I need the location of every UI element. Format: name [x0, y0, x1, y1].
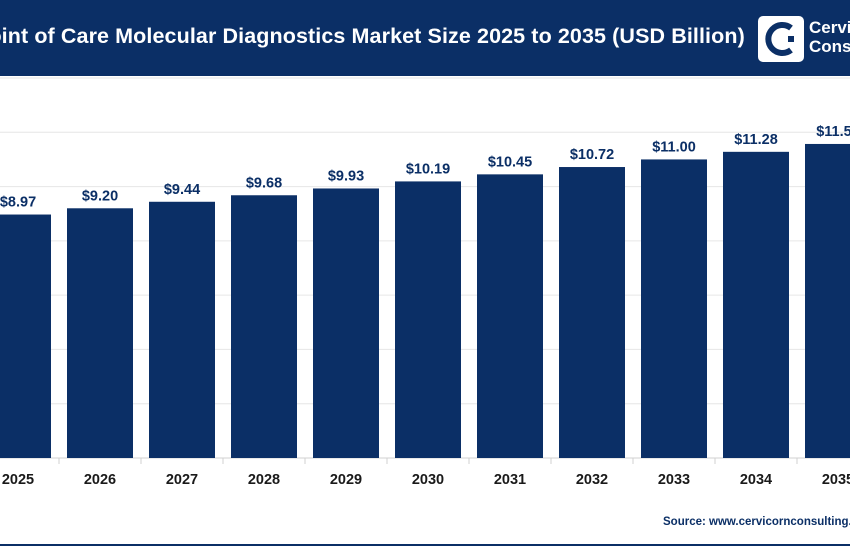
- bar-2032: [559, 167, 625, 458]
- bar-2027: [149, 201, 215, 458]
- data-label-2027: $9.44: [164, 182, 200, 198]
- data-label-2033: $11.00: [652, 139, 696, 155]
- data-label-2028: $9.68: [246, 175, 282, 191]
- logo-line-1: Cervicorn: [809, 18, 850, 37]
- bar-2035: [805, 143, 850, 458]
- x-tick-label-2031: 2031: [494, 472, 526, 488]
- data-label-2035: $11.57: [816, 124, 850, 140]
- company-logo-text: Cervicorn Consulting: [809, 18, 850, 56]
- data-label-2026: $9.20: [82, 188, 118, 204]
- bottom-rule: [0, 544, 850, 546]
- data-label-2025: $8.97: [0, 195, 36, 211]
- data-label-2031: $10.45: [488, 154, 532, 170]
- bar-2030: [395, 181, 461, 458]
- data-label-2029: $9.93: [328, 168, 364, 184]
- bars: [0, 143, 850, 458]
- x-tick-label-2030: 2030: [412, 472, 444, 488]
- data-label-2034: $11.28: [734, 132, 778, 148]
- x-tick-label-2032: 2032: [576, 472, 608, 488]
- bar-chart: $8.97 $9.20 $9.44 $9.68 $9.93 $10.19 $10.45 $10…: [0, 77, 850, 488]
- x-tick-label-2034: 2034: [740, 472, 772, 488]
- x-tick-label-2025: 2025: [2, 472, 34, 488]
- x-tick-labels: 2025 2026 2027 2028 2029 2030 2031 2032 2033 2034…: [2, 472, 850, 488]
- bar-2025: [0, 214, 51, 458]
- x-tick-label-2027: 2027: [166, 472, 198, 488]
- data-label-2030: $10.19: [406, 161, 450, 177]
- logo-line-2: Consulting: [809, 37, 850, 56]
- x-tick-label-2035: 2035: [822, 472, 850, 488]
- bar-2033: [641, 159, 707, 458]
- x-tick-label-2028: 2028: [248, 472, 280, 488]
- source-note: Source: www.cervicornconsulting.com: [663, 516, 850, 528]
- bar-2031: [477, 174, 543, 458]
- x-tick-label-2029: 2029: [330, 472, 362, 488]
- cervicorn-logo-icon: [758, 16, 804, 62]
- x-tick-label-2026: 2026: [84, 472, 116, 488]
- bar-2026: [67, 208, 133, 458]
- data-labels: $8.97 $9.20 $9.44 $9.68 $9.93 $10.19 $10.45 $10…: [0, 124, 850, 211]
- chart-title: Point of Care Molecular Diagnostics Mark…: [0, 24, 745, 48]
- header-banner: Point of Care Molecular Diagnostics Mark…: [0, 0, 850, 76]
- x-tick-label-2033: 2033: [658, 472, 690, 488]
- bar-2034: [723, 151, 789, 458]
- bar-2028: [231, 195, 297, 458]
- bar-2029: [313, 188, 379, 458]
- data-label-2032: $10.72: [570, 147, 614, 163]
